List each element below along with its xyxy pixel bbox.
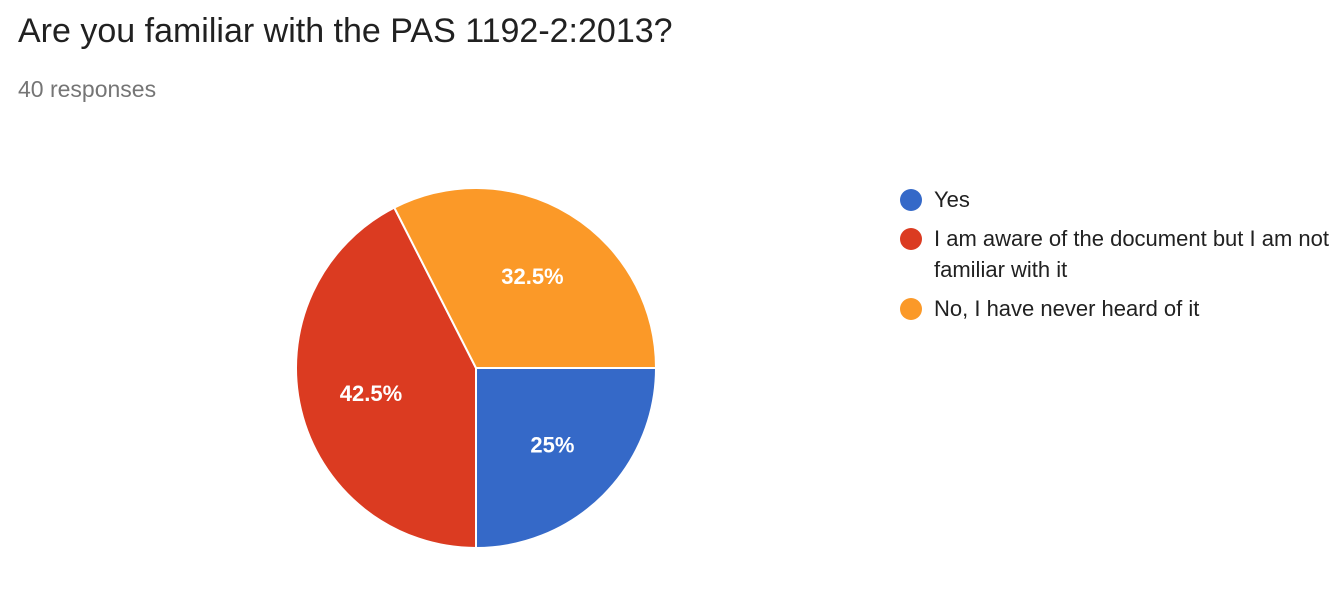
legend-swatch [900,298,922,320]
legend-item-aware[interactable]: I am aware of the document but I am not … [900,223,1330,285]
pie-slice-yes[interactable] [475,367,658,550]
chart-legend: Yes I am aware of the document but I am … [900,184,1330,332]
legend-label: No, I have never heard of it [934,296,1200,321]
legend-swatch [900,189,922,211]
question-title: Are you familiar with the PAS 1192-2:201… [18,12,673,50]
pie-label-never-heard: 32.5% [501,264,563,289]
pie-label-yes: 25% [530,432,574,457]
pie-label-aware: 42.5% [340,381,402,406]
legend-swatch [900,228,922,250]
legend-label: I am aware of the document but I am not … [934,226,1329,282]
legend-label: Yes [934,187,970,212]
pie-slice-never-heard[interactable] [392,187,658,369]
legend-item-never-heard[interactable]: No, I have never heard of it [900,293,1330,324]
response-count: 40 responses [18,76,157,102]
legend-item-yes[interactable]: Yes [900,184,1330,215]
pie-slice-aware[interactable] [295,206,477,550]
